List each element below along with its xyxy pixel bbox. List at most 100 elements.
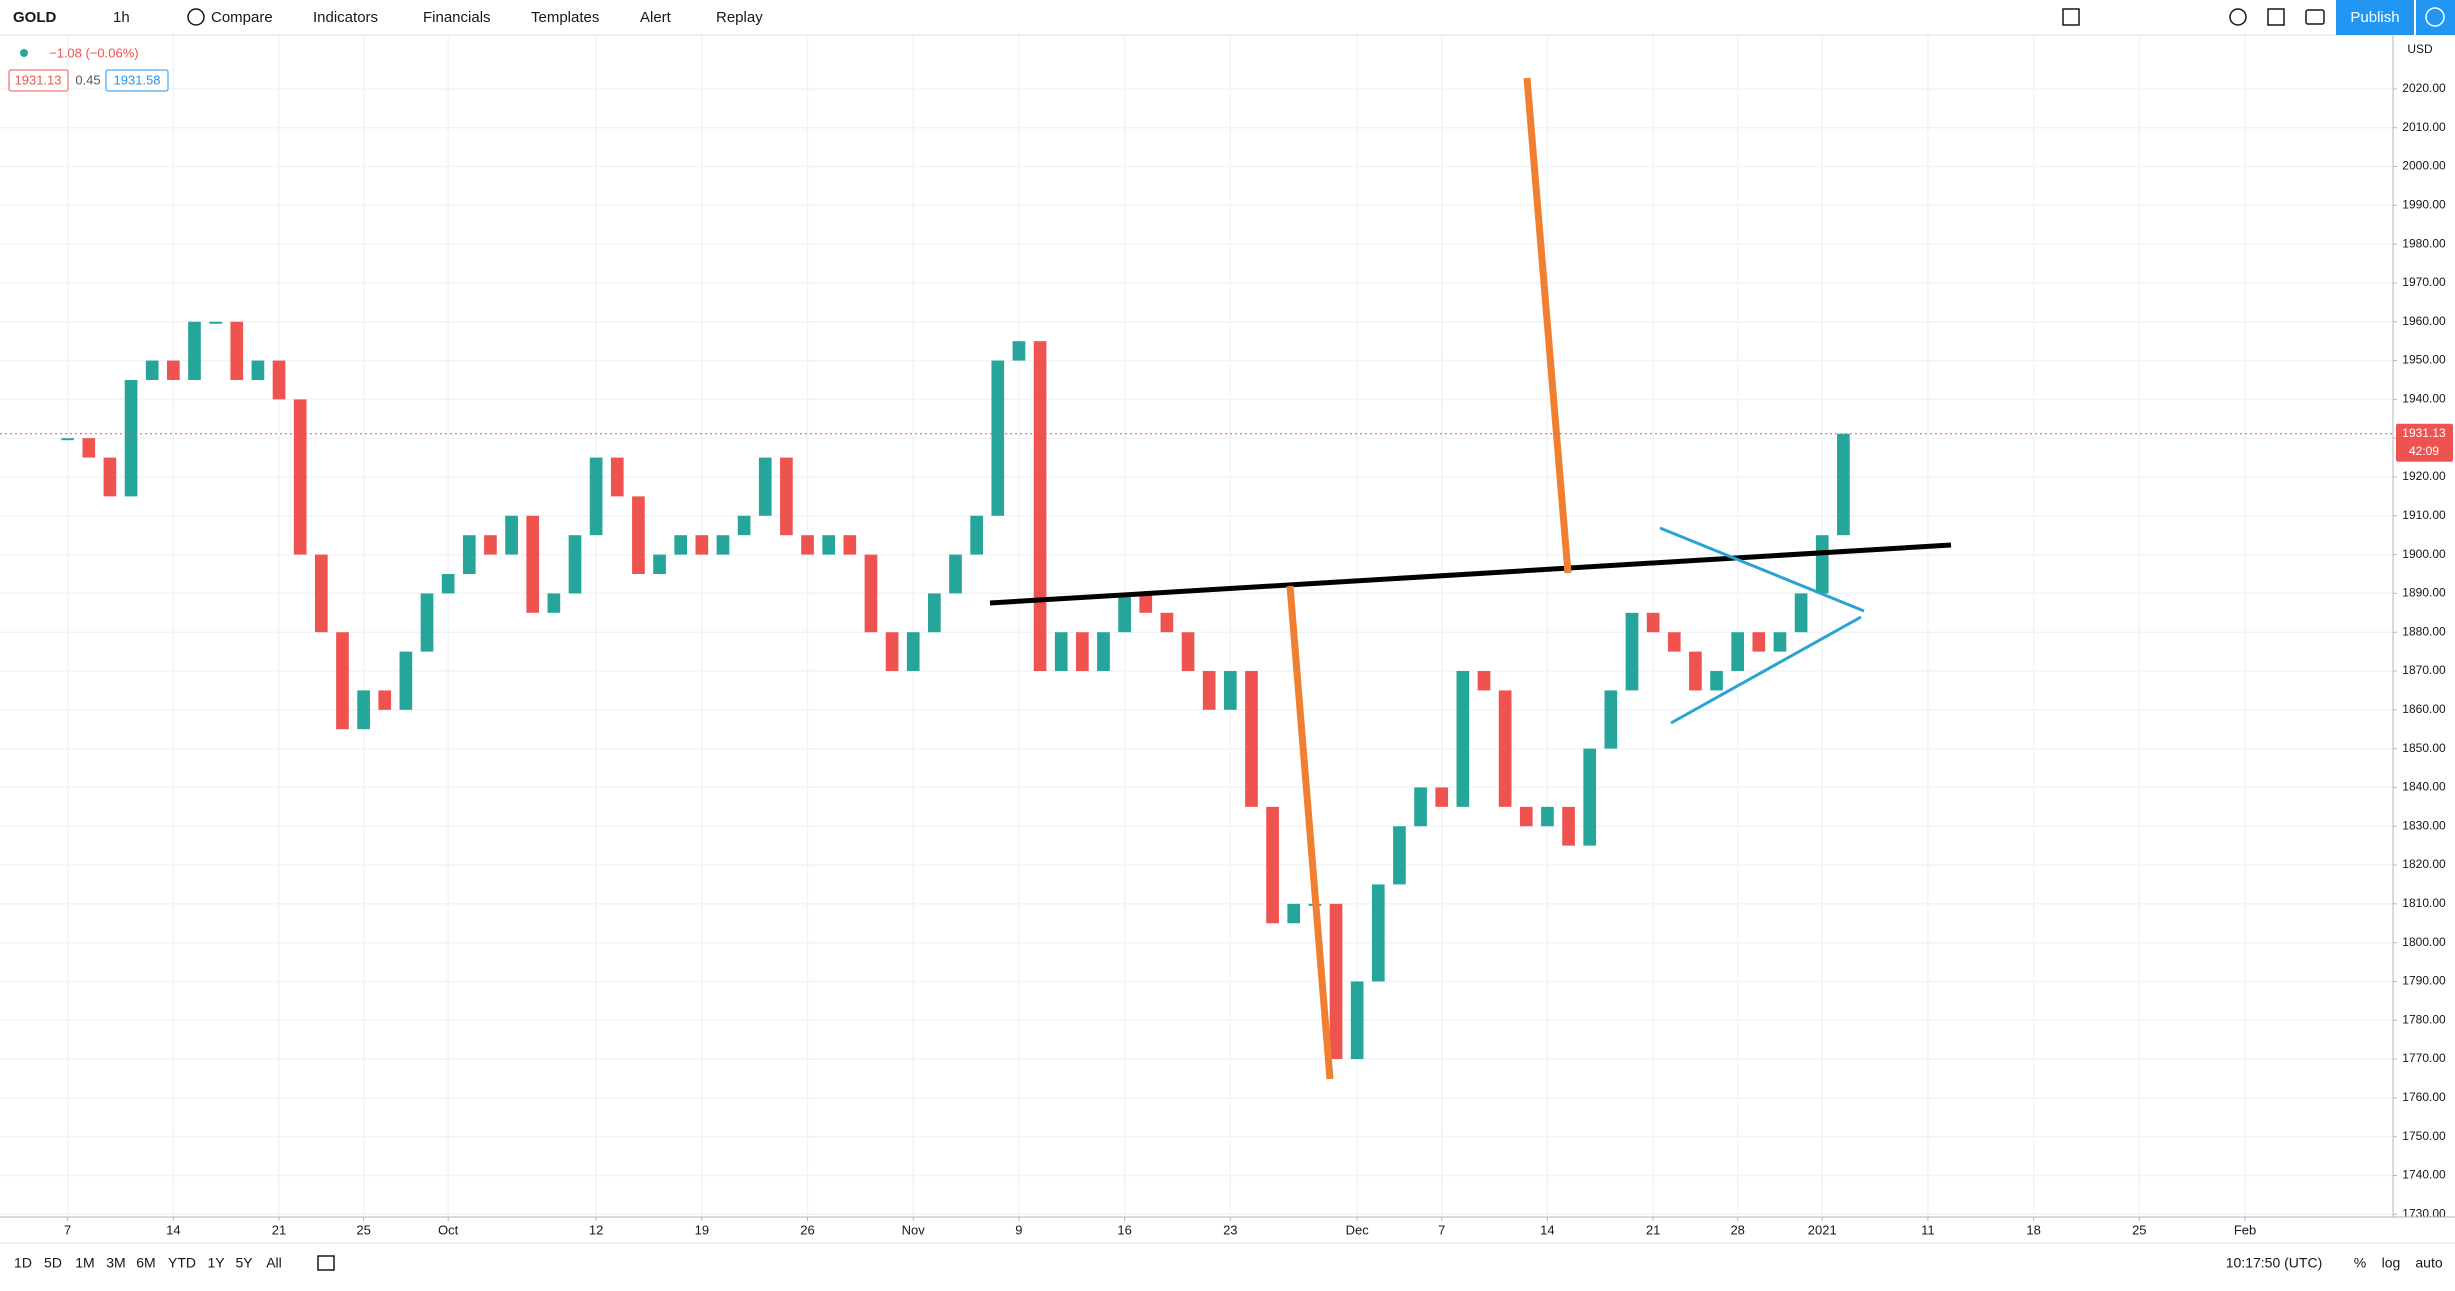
measure-line[interactable] — [1286, 585, 1334, 1080]
range-button[interactable]: 5Y — [235, 1255, 253, 1271]
candle — [1076, 632, 1089, 672]
settings-icon[interactable] — [2229, 8, 2247, 26]
range-button[interactable]: 1D — [14, 1255, 32, 1271]
toolbar-button[interactable]: Alert — [640, 9, 672, 26]
toolbar-button[interactable]: Financials — [423, 9, 491, 26]
x-tick-label: 14 — [1540, 1222, 1554, 1237]
range-button[interactable]: 1Y — [207, 1255, 225, 1271]
y-tick-label: 2010.00 — [2402, 120, 2446, 134]
candle — [970, 515, 983, 555]
publish-button[interactable] — [2336, 0, 2414, 35]
snapshot-icon[interactable] — [2305, 9, 2325, 25]
currency: USD — [2407, 42, 2433, 56]
candle — [949, 554, 962, 594]
measure-line[interactable] — [1523, 77, 1572, 574]
y-tick-label: 1820.00 — [2402, 857, 2446, 871]
triangle-line[interactable] — [1659, 526, 1865, 613]
candle — [230, 321, 244, 380]
candles — [61, 321, 1850, 1060]
candle — [632, 496, 645, 575]
range-button[interactable]: YTD — [168, 1255, 196, 1271]
candle — [441, 574, 455, 594]
symbol[interactable]: GOLD — [13, 9, 56, 26]
y-tick-label: 1970.00 — [2402, 275, 2446, 289]
candle — [188, 321, 201, 380]
candle — [399, 651, 413, 710]
candle — [1837, 433, 1850, 536]
range-button[interactable]: 6M — [136, 1255, 155, 1271]
play-button[interactable] — [2416, 0, 2455, 35]
candle — [336, 632, 349, 730]
y-tick-label: 1730.00 — [2402, 1206, 2446, 1220]
y-tick-label: 1780.00 — [2402, 1012, 2446, 1026]
x-tick-label: Nov — [902, 1222, 926, 1237]
interval[interactable]: 1h — [113, 9, 130, 26]
log-toggle[interactable]: log — [2382, 1255, 2401, 1271]
candle — [1350, 981, 1364, 1060]
fullscreen-icon[interactable] — [2267, 8, 2285, 26]
y-tick-label: 1940.00 — [2402, 392, 2446, 406]
toolbar-button[interactable]: Compare — [211, 9, 273, 26]
trend-line[interactable] — [989, 542, 1952, 606]
candle — [1794, 593, 1808, 633]
candle — [1667, 632, 1681, 652]
candle — [1139, 593, 1153, 613]
y-tick-label: 1830.00 — [2402, 818, 2446, 832]
auto-toggle[interactable]: auto — [2415, 1255, 2442, 1271]
candle — [1202, 671, 1216, 710]
layout-icon[interactable] — [2062, 8, 2080, 26]
toolbar-button[interactable]: Indicators — [313, 9, 378, 26]
last-price-box — [2396, 423, 2453, 462]
candle — [1731, 632, 1745, 672]
price-axis[interactable] — [2393, 35, 2455, 1217]
candle — [906, 632, 920, 672]
bid: 1931.13 — [15, 72, 62, 87]
x-tick-label: 7 — [64, 1222, 71, 1237]
axes: 1730.00 1740.00 1750.00 1760.00 1770.00 1780.… — [2393, 81, 2446, 1220]
y-tick-label: 1740.00 — [2402, 1168, 2446, 1182]
ask-box[interactable] — [105, 69, 169, 92]
candle — [145, 360, 159, 380]
spread: 0.45 — [75, 72, 100, 87]
toolbar-button[interactable]: Templates — [531, 9, 599, 26]
candle — [1414, 787, 1427, 827]
candle — [1519, 806, 1533, 827]
candle — [1118, 593, 1131, 633]
candle — [653, 554, 666, 575]
candle — [82, 438, 96, 458]
candle — [1012, 341, 1026, 361]
bid-box[interactable] — [8, 69, 69, 92]
play-icon — [2425, 7, 2445, 27]
candle — [526, 515, 540, 613]
candle — [1477, 671, 1491, 691]
goto-date-icon[interactable] — [317, 1255, 335, 1271]
x-tick-label: Dec — [1346, 1222, 1370, 1237]
percent-toggle[interactable]: % — [2354, 1255, 2366, 1271]
x-tick-label: 23 — [1223, 1222, 1237, 1237]
candle — [568, 535, 582, 594]
candle — [1752, 632, 1766, 652]
candle — [1181, 632, 1195, 672]
candle — [1498, 690, 1512, 807]
last-price-label: 1931.13 — [2402, 426, 2446, 440]
candle — [780, 457, 793, 536]
range-button[interactable]: 3M — [106, 1255, 125, 1271]
candle — [167, 360, 180, 380]
candle — [1710, 671, 1723, 691]
candle — [610, 457, 624, 497]
clock: 10:17:50 (UTC) — [2226, 1255, 2322, 1271]
x-tick-label: Feb — [2234, 1222, 2256, 1237]
candle — [695, 535, 709, 555]
x-tick-label: 7 — [1438, 1222, 1445, 1237]
range-button[interactable]: 1M — [75, 1255, 94, 1271]
y-tick-label: 1880.00 — [2402, 624, 2446, 638]
y-tick-label: 2020.00 — [2402, 81, 2446, 95]
candle — [357, 690, 370, 730]
range-button[interactable]: 5D — [44, 1255, 62, 1271]
toolbar-button[interactable]: Replay — [716, 9, 763, 26]
candle — [209, 321, 222, 324]
triangle-line[interactable] — [1670, 615, 1862, 725]
y-tick-label: 1920.00 — [2402, 469, 2446, 483]
range-button[interactable]: All — [266, 1255, 282, 1271]
